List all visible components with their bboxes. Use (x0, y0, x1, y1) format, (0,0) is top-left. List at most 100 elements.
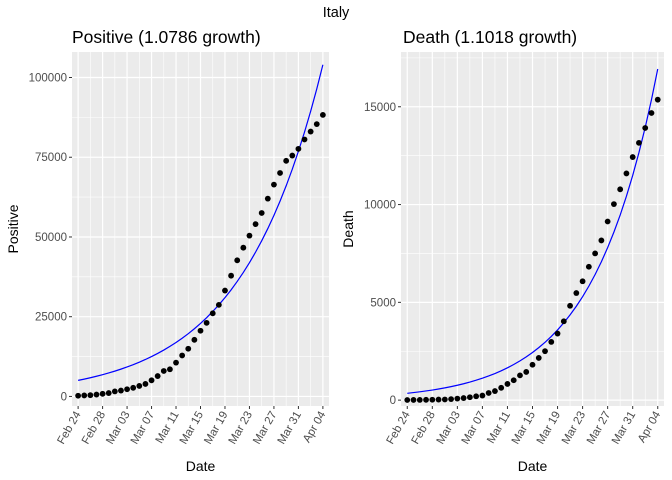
death-data-point (535, 355, 542, 361)
positive-data-point (301, 136, 308, 143)
positive-data-point (228, 272, 234, 279)
death-data-point (617, 186, 624, 193)
death-data-point (573, 290, 580, 296)
death-data-point (454, 395, 461, 402)
death-data-point (473, 393, 480, 400)
death-data-point (654, 96, 661, 103)
positive-y-tick-label: 100000 (29, 73, 67, 85)
positive-data-point (142, 381, 149, 387)
death-data-point (585, 263, 592, 270)
positive-data-point (154, 373, 161, 379)
death-data-point (623, 170, 630, 177)
death-data-point (636, 139, 642, 146)
positive-data-point (319, 112, 326, 118)
positive-data-point (81, 392, 88, 399)
death-data-point (423, 396, 429, 403)
death-x-tick-label: Mar 07 (460, 410, 488, 447)
positive-data-point (222, 287, 228, 294)
death-data-point (529, 361, 536, 368)
positive-data-point (160, 368, 167, 374)
positive-data-point (111, 388, 118, 395)
death-data-point (404, 397, 411, 403)
death-x-tick-label: Mar 31 (610, 410, 638, 447)
positive-x-tick-label: Mar 31 (276, 410, 304, 447)
positive-data-point (124, 386, 130, 393)
death-data-point (435, 396, 442, 403)
positive-data-point (197, 327, 204, 334)
death-data-point (604, 218, 611, 225)
positive-y-tick-label: 50000 (35, 232, 67, 244)
positive-data-point (246, 232, 253, 239)
death-data-point (560, 318, 567, 325)
death-data-point (441, 396, 448, 403)
positive-y-tick-label: 0 (61, 391, 67, 403)
positive-data-point (191, 336, 198, 343)
death-data-point (567, 302, 573, 309)
figure-title: Italy (323, 5, 350, 21)
positive-x-tick-label: Mar 07 (129, 410, 157, 447)
death-data-point (479, 392, 486, 399)
positive-data-point (148, 377, 155, 384)
positive-data-point (295, 145, 302, 152)
death-y-tick-label: 0 (390, 395, 396, 407)
death-data-point (579, 278, 586, 285)
death-data-point (429, 396, 436, 403)
death-y-tick-label: 10000 (364, 200, 396, 212)
positive-data-point (93, 391, 100, 398)
positive-data-point (167, 366, 173, 373)
death-y-tick-label: 5000 (370, 297, 396, 309)
positive-data-point (252, 221, 259, 228)
positive-data-point (130, 384, 137, 391)
death-y-axis-title: Death (340, 210, 356, 247)
positive-data-point (173, 359, 179, 366)
death-data-point (504, 381, 511, 387)
death-x-axis-title: Date (518, 458, 548, 474)
positive-data-point (215, 301, 222, 308)
positive-data-point (87, 392, 94, 399)
death-data-point (598, 237, 605, 244)
death-data-point (592, 250, 599, 257)
death-data-point (548, 338, 555, 345)
death-data-point (448, 396, 454, 403)
positive-data-point (99, 390, 106, 397)
death-data-point (517, 372, 523, 379)
positive-data-point (240, 244, 247, 251)
death-data-point (410, 397, 417, 403)
positive-x-tick-label: Apr 04 (301, 409, 329, 445)
positive-data-point (203, 319, 210, 326)
death-data-point (416, 396, 423, 403)
positive-data-point (283, 157, 290, 164)
death-data-point (542, 348, 548, 355)
positive-fit-line (77, 64, 324, 381)
positive-data-point (118, 387, 124, 394)
death-data-point (485, 390, 492, 396)
positive-x-axis-title: Date (186, 458, 216, 474)
positive-y-axis-title: Positive (5, 204, 21, 253)
death-fit-line (407, 68, 659, 394)
death-data-point (498, 384, 505, 391)
positive-data-point (136, 383, 143, 389)
death-data-point (523, 369, 530, 375)
positive-data-point (105, 390, 112, 396)
death-data-point (642, 125, 649, 131)
positive-data-point (209, 310, 216, 317)
positive-data-point (271, 181, 277, 188)
positive-data-point (277, 170, 283, 176)
positive-data-point (185, 345, 192, 352)
death-data-point (492, 388, 498, 394)
positive-data-point (179, 352, 186, 359)
death-data-point (460, 395, 467, 401)
death-data-point (510, 377, 517, 384)
positive-y-tick-label: 75000 (35, 152, 67, 164)
death-x-tick-label: Apr 04 (636, 409, 664, 445)
positive-data-point (307, 128, 314, 135)
death-data-point (554, 330, 561, 337)
positive-data-point (75, 392, 82, 399)
death-panel-title: Death (1.1018 growth) (403, 27, 577, 47)
positive-data-point (258, 210, 265, 216)
death-data-point (648, 110, 655, 116)
death-y-tick-label: 15000 (364, 102, 396, 114)
